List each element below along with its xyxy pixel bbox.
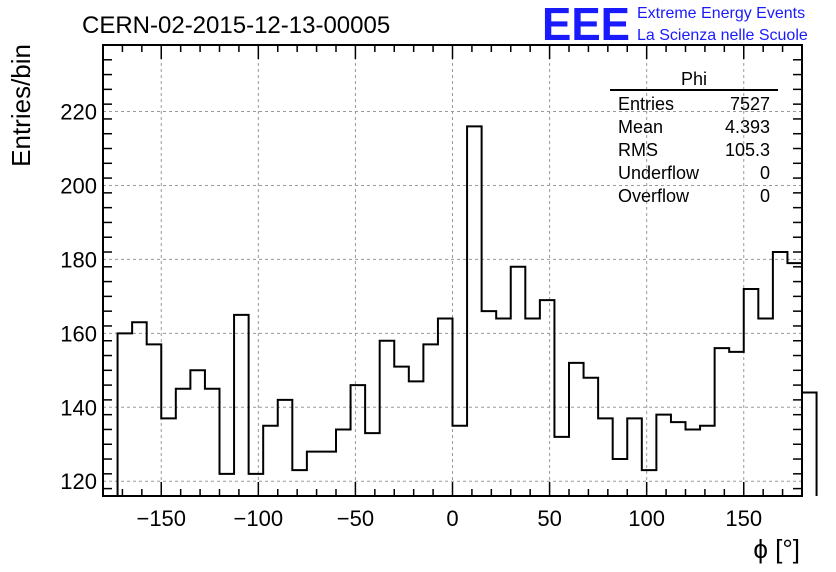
stats-value-entries: 7527 bbox=[730, 94, 770, 114]
histogram-bin bbox=[773, 252, 788, 496]
histogram-bin bbox=[394, 367, 409, 496]
y-tick-label: 160 bbox=[60, 321, 97, 346]
stats-value-underflow: 0 bbox=[760, 163, 770, 183]
stats-label-overflow: Overflow bbox=[618, 186, 690, 206]
logo-line-2: La Scienza nelle Scuole bbox=[637, 27, 808, 44]
histogram-bin bbox=[511, 267, 526, 496]
y-tick-label: 140 bbox=[60, 395, 97, 420]
plot-frame bbox=[102, 44, 803, 497]
histogram-bin bbox=[438, 319, 453, 496]
eee-logo: EEE Extreme Energy Events La Scienza nel… bbox=[542, 0, 808, 50]
histogram-bin bbox=[744, 289, 759, 496]
histogram-bin bbox=[161, 418, 176, 496]
y-tick-label: 120 bbox=[60, 469, 97, 494]
histogram-bin bbox=[321, 452, 336, 496]
axis-ticks bbox=[102, 45, 802, 496]
histogram-bin bbox=[365, 433, 380, 496]
stats-title: Phi bbox=[681, 69, 707, 89]
histogram-bin bbox=[642, 470, 657, 496]
y-axis-label: Entries/bin bbox=[6, 44, 36, 167]
histogram-bin bbox=[467, 126, 482, 496]
histogram-bin bbox=[307, 452, 322, 496]
histogram-bin bbox=[336, 429, 351, 496]
chart-title: CERN-02-2015-12-13-00005 bbox=[82, 12, 390, 39]
y-tick-label: 220 bbox=[60, 100, 97, 125]
histogram-bin bbox=[700, 426, 715, 496]
histogram-bin bbox=[540, 300, 555, 496]
x-tick-label: 100 bbox=[628, 506, 665, 531]
stats-label-mean: Mean bbox=[618, 117, 663, 137]
tick-labels: −150 −100 −50 0 50 100 150 120 140 160 180 200 220 bbox=[60, 100, 762, 531]
x-tick-label: −150 bbox=[136, 506, 186, 531]
stats-value-mean: 4.393 bbox=[725, 117, 770, 137]
histogram-bin bbox=[220, 474, 235, 496]
histogram-bin bbox=[351, 385, 366, 496]
histogram-bin bbox=[787, 263, 802, 496]
y-tick-label: 180 bbox=[60, 247, 97, 272]
histogram-bin bbox=[423, 344, 438, 496]
histogram-bin bbox=[147, 344, 162, 496]
logo-line-1: Extreme Energy Events bbox=[637, 5, 805, 22]
histogram-bin bbox=[802, 392, 817, 496]
histogram-bin bbox=[613, 459, 628, 496]
histogram-bin bbox=[482, 311, 497, 496]
stats-label-rms: RMS bbox=[618, 140, 658, 160]
stats-value-rms: 105.3 bbox=[725, 140, 770, 160]
x-tick-label: 0 bbox=[446, 506, 458, 531]
x-tick-label: 50 bbox=[537, 506, 561, 531]
histogram-bin bbox=[686, 429, 701, 496]
histogram-bin bbox=[715, 348, 730, 496]
histogram-bin bbox=[205, 389, 220, 496]
y-tick-label: 200 bbox=[60, 173, 97, 198]
x-axis-label: ϕ [°] bbox=[753, 534, 800, 564]
histogram-bin bbox=[671, 422, 686, 496]
histogram-bin bbox=[729, 352, 744, 496]
histogram-bin bbox=[569, 363, 584, 496]
histogram-bin bbox=[627, 418, 642, 496]
x-tick-label: −50 bbox=[337, 506, 374, 531]
histogram-bin bbox=[292, 470, 307, 496]
histogram-bin bbox=[249, 474, 264, 496]
histogram-bin bbox=[584, 378, 599, 496]
histogram-bars bbox=[116, 125, 818, 496]
histogram-bin bbox=[656, 415, 671, 496]
stats-value-overflow: 0 bbox=[760, 186, 770, 206]
histogram-bin bbox=[190, 370, 205, 496]
x-tick-label: 150 bbox=[725, 506, 762, 531]
histogram-bin bbox=[598, 418, 613, 496]
histogram-bin bbox=[380, 341, 395, 496]
stats-label-underflow: Underflow bbox=[618, 163, 700, 183]
histogram-bin bbox=[409, 381, 424, 496]
histogram-bin bbox=[176, 389, 191, 496]
histogram-bin bbox=[525, 319, 540, 496]
histogram-bin bbox=[118, 333, 133, 496]
histogram-outline bbox=[116, 125, 818, 496]
stats-label-entries: Entries bbox=[618, 94, 674, 114]
histogram-bin bbox=[554, 437, 569, 496]
histogram-bin bbox=[278, 400, 293, 496]
histogram-bin bbox=[234, 315, 249, 496]
histogram-bin bbox=[132, 322, 147, 496]
logo-mark: EEE bbox=[542, 0, 630, 50]
histogram-bin bbox=[758, 319, 773, 496]
x-tick-label: −100 bbox=[234, 506, 284, 531]
histogram-bin bbox=[263, 426, 278, 496]
stats-box: Phi Entries 7527 Mean 4.393 RMS 105.3 Un… bbox=[610, 69, 778, 206]
histogram-bin bbox=[453, 426, 468, 496]
histogram-bin bbox=[496, 319, 511, 496]
